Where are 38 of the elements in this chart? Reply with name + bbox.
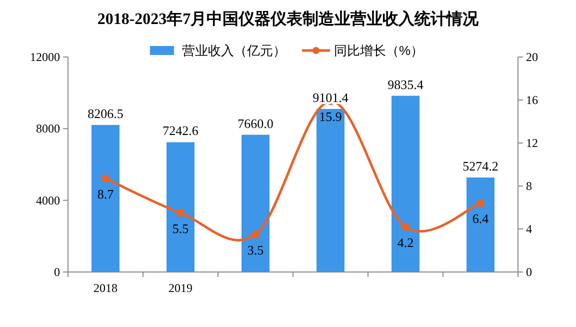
data-label: 4.2: [397, 234, 414, 250]
bar: [466, 178, 494, 272]
y-tick-label: 12000: [30, 50, 60, 64]
point: [252, 230, 260, 238]
y2-tick-label: 16: [526, 93, 538, 107]
bar: [392, 96, 420, 272]
point: [102, 174, 110, 182]
bar: [316, 108, 344, 272]
data-label: 5.5: [172, 220, 189, 236]
y-tick-label: 0: [54, 265, 60, 279]
x-tick-label: 2019: [168, 281, 192, 295]
legend-label: 营业收入（亿元）: [182, 43, 286, 58]
point: [476, 199, 484, 208]
y2-tick-label: 12: [526, 136, 538, 150]
data-label: 6.4: [472, 211, 490, 226]
bar: [242, 134, 270, 272]
point: [402, 222, 410, 231]
data-label: 8206.5: [88, 106, 124, 121]
y-tick-label: 8000: [36, 122, 60, 136]
bar: [92, 124, 120, 272]
data-label: 9835.4: [388, 76, 424, 92]
data-label: 3.5: [247, 242, 264, 258]
data-label: 7242.6: [162, 123, 199, 138]
data-label: 7660.0: [238, 116, 274, 131]
point: [176, 208, 184, 217]
legend-label: 同比增长（%）: [334, 43, 424, 58]
x-tick-label: 2018: [94, 281, 118, 295]
chart-title: 2018-2023年7月中国仪器仪表制造业营业收入统计情况: [97, 10, 480, 28]
data-label: 8.7: [97, 186, 114, 202]
bar: [166, 142, 194, 272]
data-label: 9101.4: [312, 90, 349, 105]
y2-tick-label: 20: [526, 50, 538, 64]
data-label: 5274.2: [462, 158, 498, 174]
y2-tick-label: 4: [526, 222, 532, 236]
y2-tick-label: 0: [526, 265, 532, 279]
data-label: 15.9: [319, 109, 342, 124]
y2-tick-label: 8: [526, 179, 532, 193]
y-tick-label: 4000: [36, 193, 60, 208]
